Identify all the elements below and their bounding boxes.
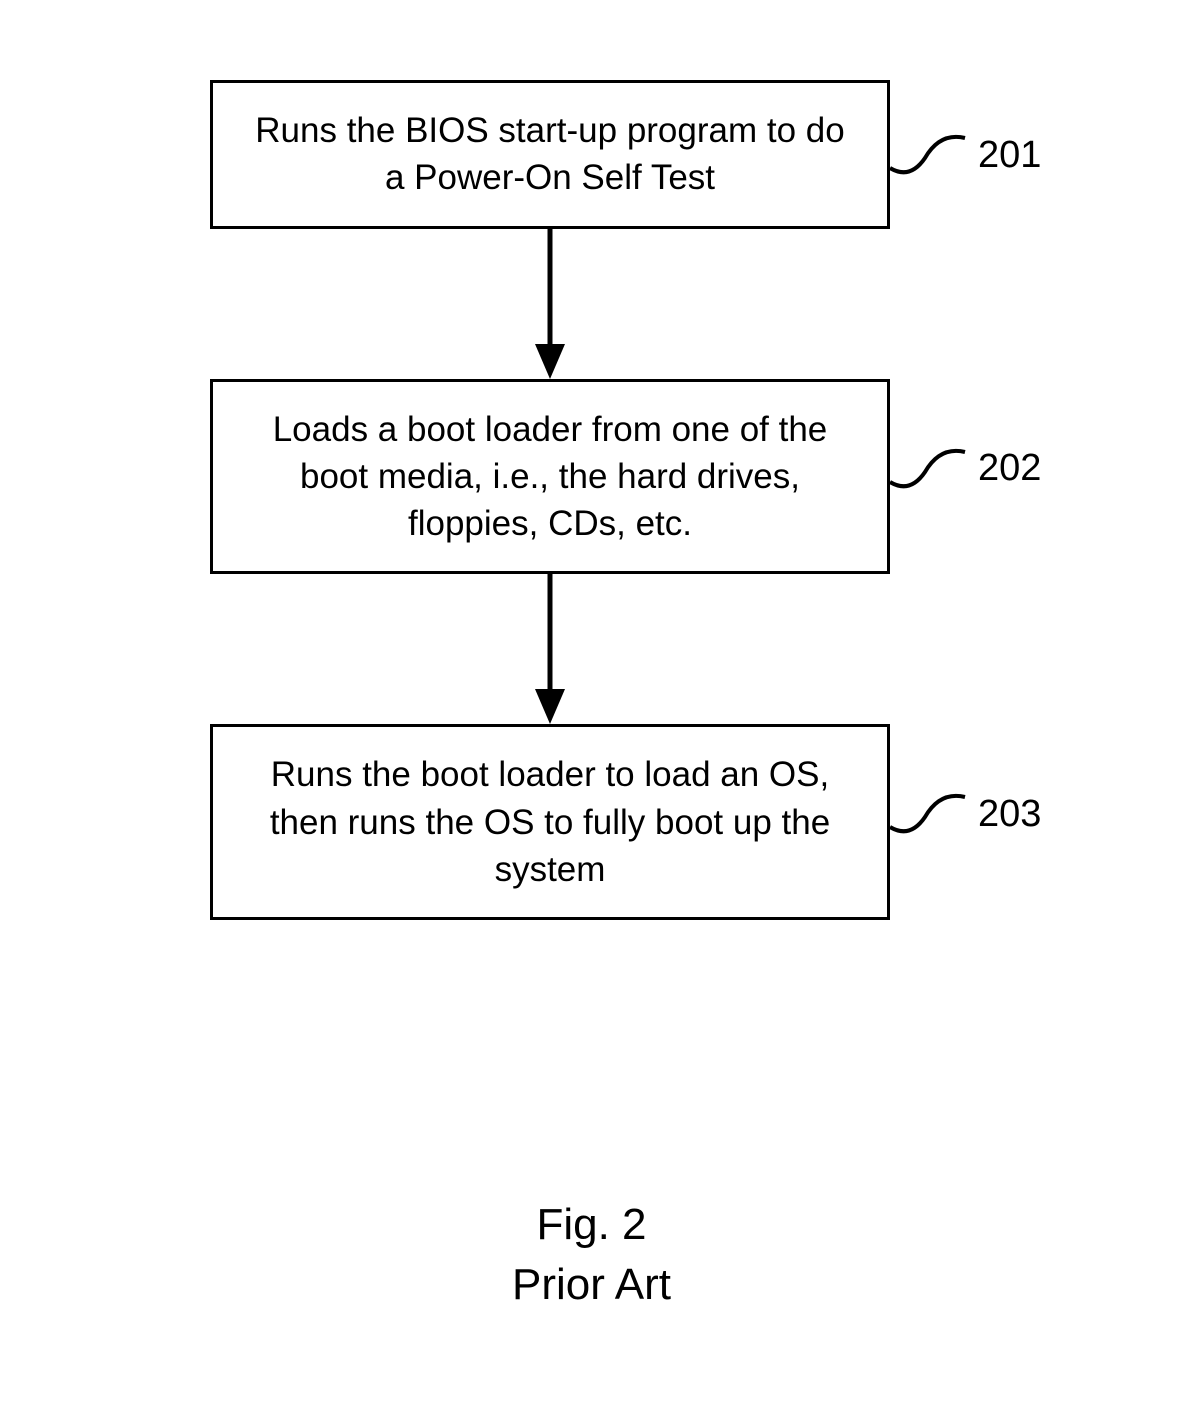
node-label: 203 [978, 793, 1041, 836]
arrow-down-icon [530, 229, 570, 379]
caption-line-2: Prior Art [0, 1255, 1183, 1314]
node-label-connector-201: 201 [890, 120, 1041, 190]
node-label: 201 [978, 134, 1041, 177]
curve-icon [890, 434, 970, 504]
arrow-2 [530, 574, 570, 724]
curve-icon [890, 120, 970, 190]
caption-line-1: Fig. 2 [0, 1195, 1183, 1254]
flowchart-node-201: Runs the BIOS start-up program to do a P… [210, 80, 890, 229]
node-text: Runs the BIOS start-up program to do a P… [255, 111, 844, 197]
node-text: Loads a boot loader from one of the boot… [273, 410, 828, 544]
figure-caption: Fig. 2 Prior Art [0, 1195, 1183, 1314]
flowchart-node-203: Runs the boot loader to load an OS, then… [210, 724, 890, 920]
flowchart-row-1: Runs the BIOS start-up program to do a P… [100, 80, 1000, 229]
arrow-1 [530, 229, 570, 379]
flowchart-row-3: Runs the boot loader to load an OS, then… [100, 724, 1000, 920]
flowchart-container: Runs the BIOS start-up program to do a P… [100, 80, 1000, 920]
node-label-connector-202: 202 [890, 434, 1041, 504]
node-text: Runs the boot loader to load an OS, then… [270, 755, 830, 889]
arrow-down-icon [530, 574, 570, 724]
node-label-connector-203: 203 [890, 779, 1041, 849]
node-label: 202 [978, 447, 1041, 490]
curve-icon [890, 779, 970, 849]
flowchart-node-202: Loads a boot loader from one of the boot… [210, 379, 890, 575]
flowchart-row-2: Loads a boot loader from one of the boot… [100, 379, 1000, 575]
